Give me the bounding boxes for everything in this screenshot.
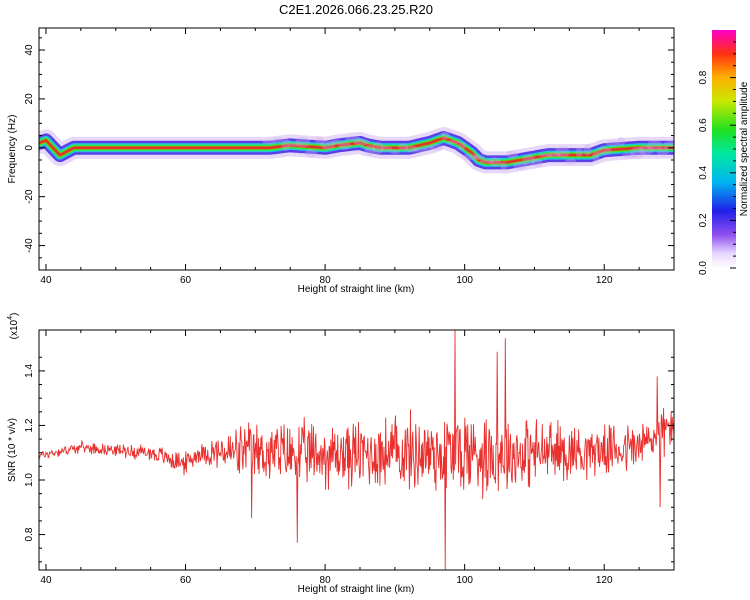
spectral-blotch — [538, 153, 553, 158]
ridge-line — [39, 136, 674, 164]
spectrogram-x-tick-label: 60 — [180, 275, 192, 286]
spectral-blotch — [412, 147, 428, 152]
spectral-blotch — [531, 158, 543, 168]
spectral-blotch — [372, 142, 384, 155]
snr-x-tick-label: 120 — [596, 575, 613, 586]
spectral-blotch — [364, 144, 375, 156]
spectral-blotch — [622, 152, 637, 159]
snr-y-tick-label: 1.2 — [24, 418, 35, 432]
spectral-blotch — [398, 143, 409, 151]
snr-y-tick-label: 1.4 — [24, 364, 35, 378]
spectral-blotch — [638, 145, 654, 156]
spectral-blotch — [547, 152, 561, 158]
spectral-blotch — [663, 140, 674, 150]
spectral-blotch — [479, 159, 495, 164]
spectral-blotch — [295, 136, 311, 148]
spectrogram-axes: 40 60 80 100 120 -40 -20 0 20 40 — [24, 28, 675, 286]
spectral-blotch — [404, 146, 419, 153]
spectral-blotch — [262, 139, 277, 145]
spectrogram-x-tick-label: 100 — [456, 275, 473, 286]
snr-x-tick-label: 100 — [456, 575, 473, 586]
spectral-blotch — [380, 145, 393, 152]
snr-y-multiplier-close: ) — [9, 313, 20, 316]
colorbar-tick-label: 0.4 — [698, 165, 709, 179]
spectral-blotch — [565, 158, 577, 165]
colorbar: 0.0 0.2 0.4 0.6 0.8 Normalized spectral ampl… — [698, 30, 750, 275]
colorbar-tick-label: 0.8 — [698, 70, 709, 84]
colorbar-label: Normalized spectral amplitude — [739, 81, 750, 216]
spectral-blotch — [390, 149, 400, 155]
figure-title: C2E1.2026.066.23.25.R20 — [279, 2, 433, 17]
spectral-blotch — [500, 161, 507, 171]
snr-y-multiplier: (x104) — [7, 313, 20, 340]
spectral-blotch — [440, 131, 450, 140]
snr-axes: 40 60 80 100 120 0.8 1.0 1.2 1.4 — [24, 330, 675, 586]
spectrogram-panel: 40 60 80 100 120 -40 -20 0 20 40 Height of straig… — [7, 27, 675, 295]
spectral-blotch — [592, 151, 600, 163]
spectral-blotch — [656, 147, 669, 156]
spectral-blotch — [596, 146, 612, 156]
spectral-blotch — [513, 161, 528, 170]
snr-series-line — [39, 330, 674, 570]
spectrogram-x-tick-label: 40 — [40, 275, 52, 286]
spectral-blotch — [423, 145, 434, 150]
spectral-blotch — [331, 139, 342, 145]
spectral-blotch — [583, 143, 592, 156]
spectrogram-frame — [38, 27, 675, 271]
spectrogram-y-axis-label: Frequency (Hz) — [7, 115, 18, 184]
spectral-blotch — [646, 140, 663, 151]
colorbar-tick-label: 0.0 — [698, 261, 709, 275]
snr-frame — [38, 329, 675, 571]
colorbar-ticks: 0.0 0.2 0.4 0.6 0.8 — [698, 41, 736, 275]
snr-y-multiplier-base: (x10 — [9, 319, 20, 339]
spectrogram-y-tick-label: -20 — [24, 189, 35, 204]
spectral-blotch — [305, 149, 318, 158]
spectral-blotch — [554, 146, 570, 158]
spectral-blotch — [429, 144, 444, 151]
spectral-blotch — [338, 141, 351, 150]
spectrogram-ridge — [39, 127, 674, 174]
spectral-blotch — [630, 146, 646, 159]
colorbar-tick-label: 0.6 — [698, 118, 709, 132]
snr-x-tick-label: 40 — [40, 575, 52, 586]
spectrogram-y-tick-label: 0 — [24, 145, 35, 151]
snr-y-multiplier-exp: 4 — [7, 316, 14, 320]
colorbar-tick-label: 0.2 — [698, 213, 709, 227]
spectrogram-x-tick-label: 120 — [596, 275, 613, 286]
spectral-blotch — [447, 140, 460, 145]
spectrogram-y-tick-label: -40 — [24, 238, 35, 253]
spectral-blotch — [506, 150, 518, 159]
snr-y-tick-label: 1.0 — [24, 473, 35, 487]
spectral-blotch — [281, 138, 291, 151]
spectral-blotch — [472, 154, 485, 161]
spectral-blotch — [522, 154, 536, 166]
spectral-blotch — [462, 153, 479, 161]
spectral-blotch — [320, 140, 335, 150]
colorbar-gradient — [712, 30, 736, 268]
spectral-blotch — [575, 147, 583, 158]
spectral-blotch — [345, 135, 361, 142]
snr-y-axis-label: SNR (10 * v/v) — [7, 418, 18, 482]
spectral-blotch — [288, 142, 301, 147]
snr-y-tick-label: 0.8 — [24, 527, 35, 541]
snr-panel: 40 60 80 100 120 0.8 1.0 1.2 1.4 Height of strai… — [7, 313, 675, 595]
spectral-blotch — [271, 137, 284, 143]
spectrogram-x-axis-label: Height of straight line (km) — [298, 284, 415, 295]
snr-x-tick-label: 80 — [320, 575, 332, 586]
spectral-blotch — [489, 157, 502, 167]
spectrogram-x-tick-label: 80 — [320, 275, 332, 286]
spectral-blotch — [353, 138, 370, 146]
spectral-blotch — [314, 136, 325, 145]
snr-x-axis-label: Height of straight line (km) — [298, 584, 415, 595]
spectral-blotch — [458, 141, 466, 151]
snr-x-tick-label: 60 — [180, 575, 192, 586]
spectrogram-y-tick-label: 40 — [24, 44, 35, 56]
spectral-blotch — [616, 136, 626, 147]
spectrogram-y-tick-label: 20 — [24, 93, 35, 105]
spectral-blotch — [605, 140, 620, 147]
